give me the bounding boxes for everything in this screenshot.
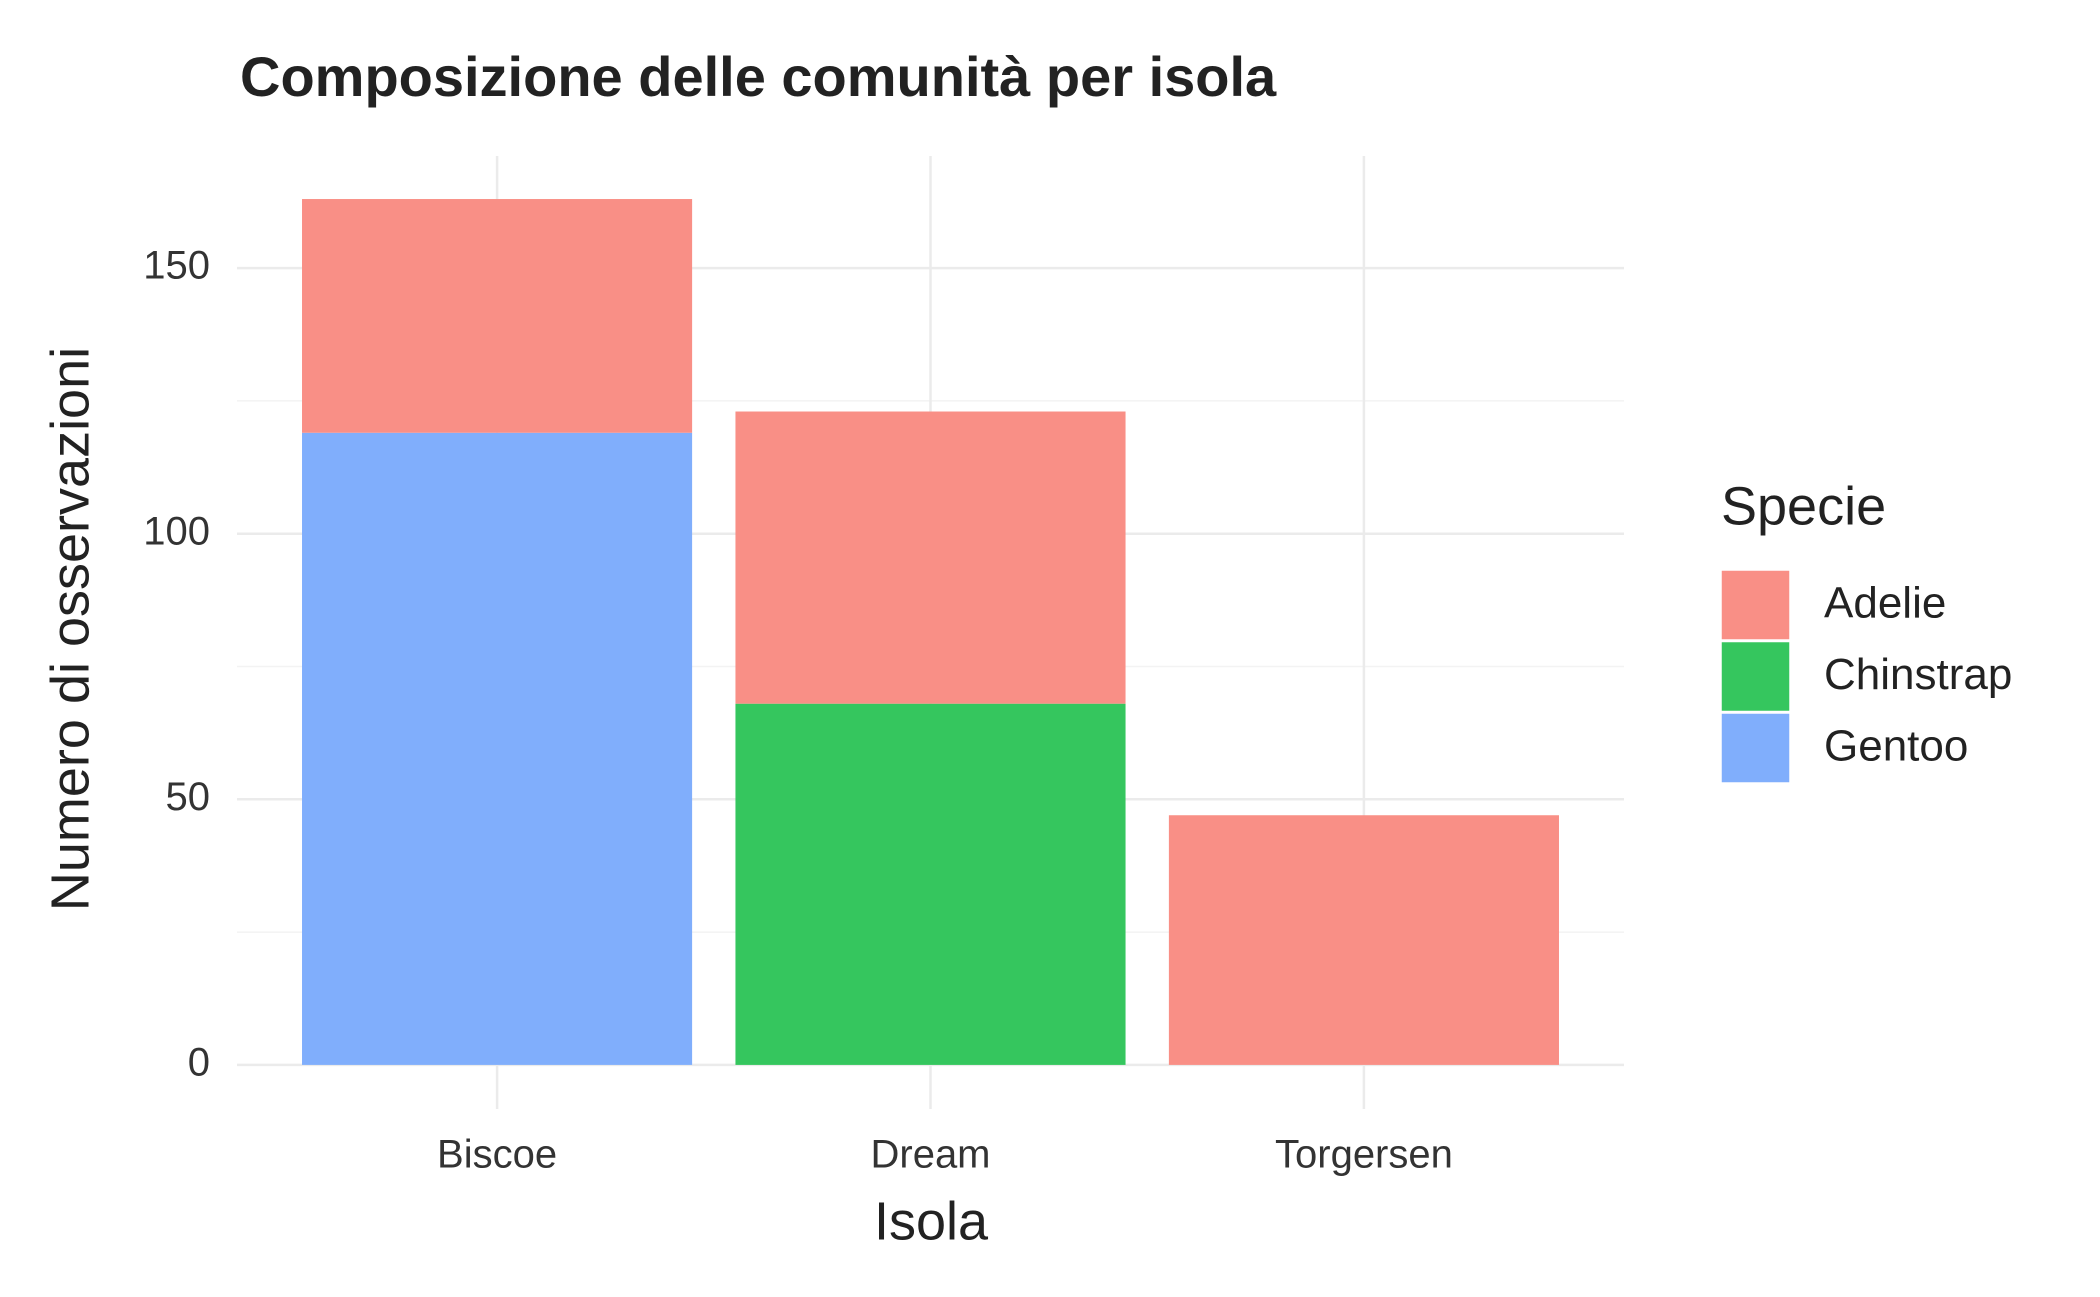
legend-key — [1720, 569, 1791, 641]
legend-label: Chinstrap — [1824, 650, 2012, 699]
legend-key — [1720, 640, 1791, 713]
y-tick-label: 50 — [166, 775, 211, 819]
x-tick-label: Dream — [870, 1133, 990, 1177]
bar-segment — [1168, 815, 1559, 1065]
x-axis-title: Isola — [874, 1191, 989, 1251]
legend-label: Adelie — [1824, 579, 1946, 628]
y-tick-label: 100 — [143, 509, 210, 553]
legend-title: Specie — [1721, 476, 1886, 536]
y-axis-title: Numero di osservazioni — [40, 347, 100, 911]
legend-key — [1720, 712, 1791, 784]
y-tick-label: 150 — [143, 244, 210, 288]
bar-segment — [302, 432, 693, 1065]
legend-label: Gentoo — [1824, 722, 1968, 771]
y-tick-label: 0 — [188, 1040, 210, 1084]
chart-title: Composizione delle comunità per isola — [240, 45, 1277, 108]
x-tick-label: Torgersen — [1275, 1133, 1453, 1177]
bar-segment — [735, 703, 1126, 1065]
bar-segment — [302, 199, 693, 433]
bar-segment — [735, 411, 1126, 704]
x-tick-label: Biscoe — [437, 1133, 557, 1177]
